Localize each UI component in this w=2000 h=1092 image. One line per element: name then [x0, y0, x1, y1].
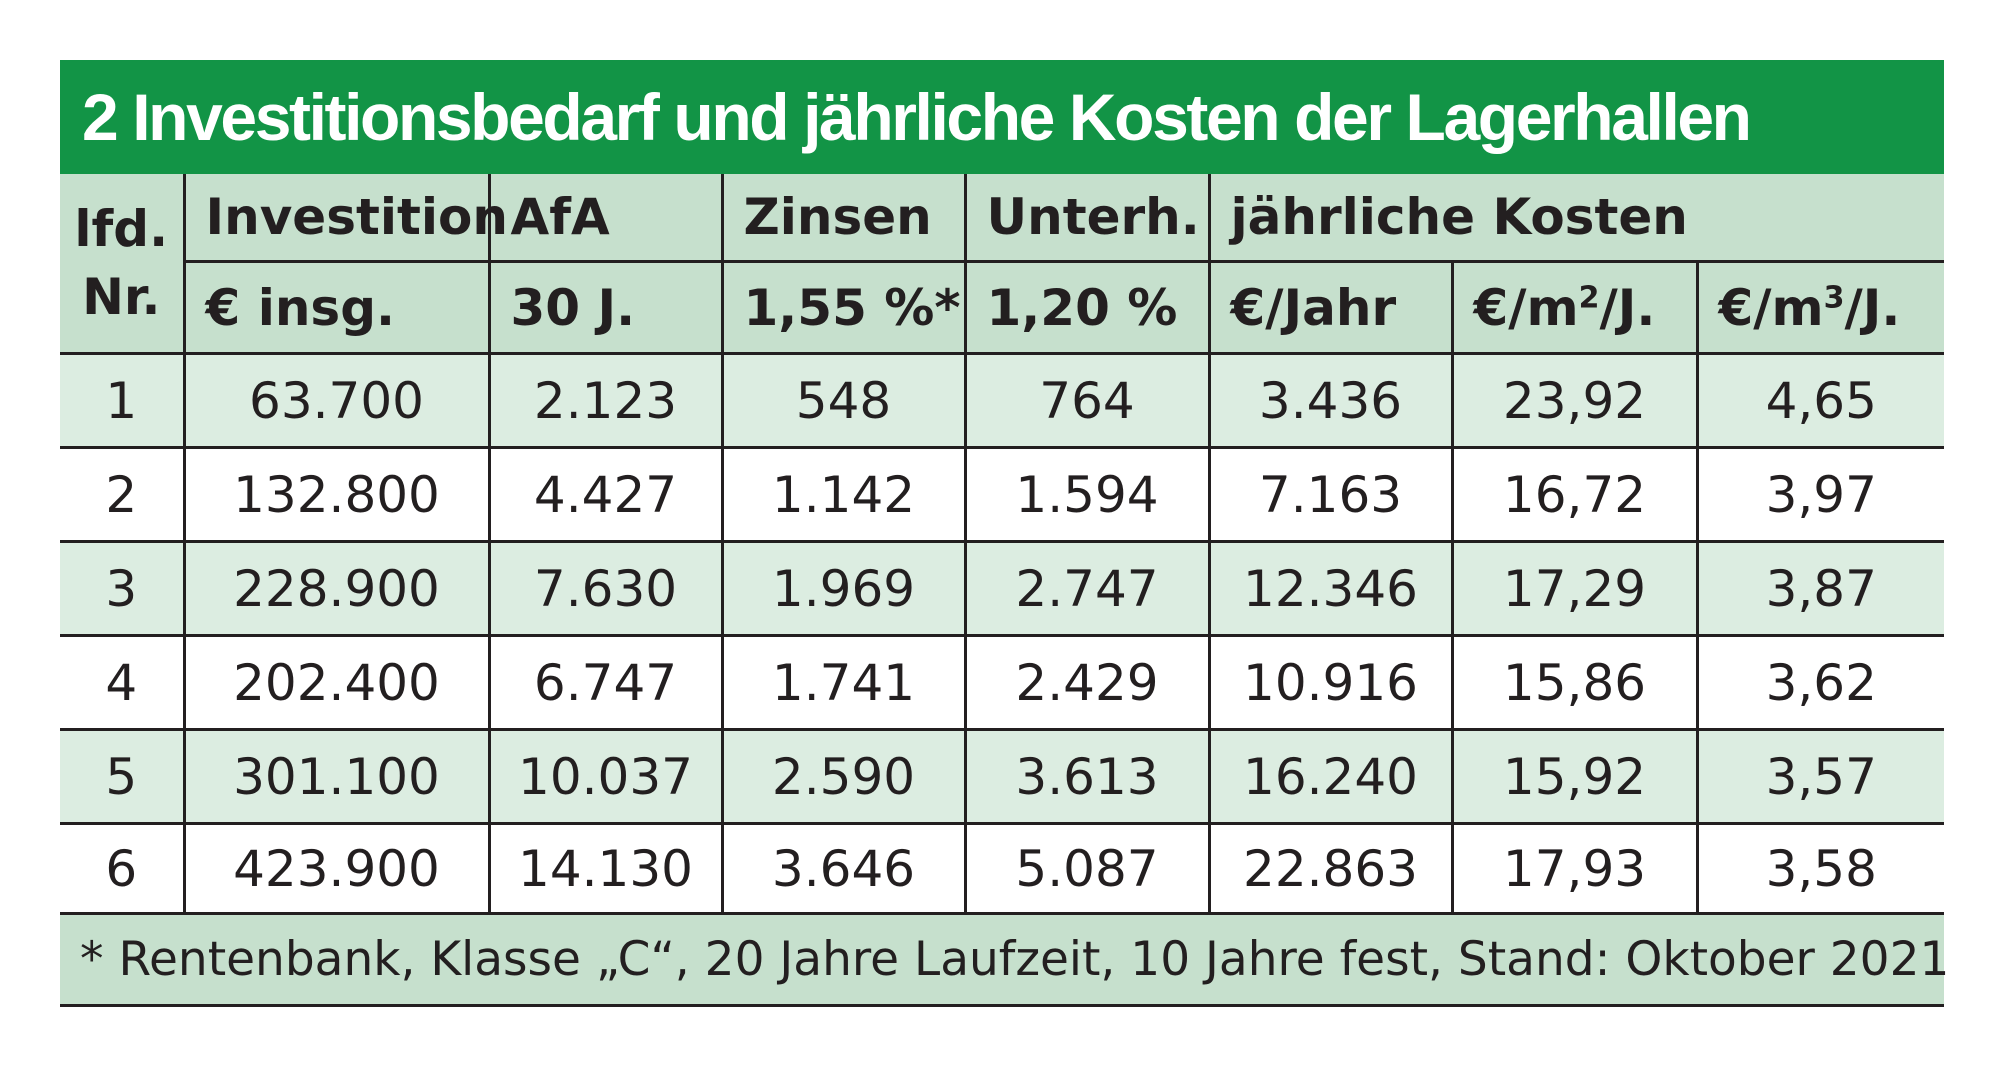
cell-kosten-m2: 15,92 — [1450, 728, 1699, 825]
cell-nr: 2 — [60, 446, 186, 543]
cell-kosten-jahr: 16.240 — [1207, 728, 1454, 825]
cell-nr: 6 — [60, 822, 186, 915]
header-kosten-m3: €/m3/J. — [1695, 260, 1945, 355]
header-kosten-m3-prefix: €/m — [1718, 278, 1824, 337]
table-row: 4 202.400 6.747 1.741 2.429 10.916 15,86… — [60, 634, 1945, 731]
cell-afa: 6.747 — [487, 634, 724, 731]
cell-unterh: 3.613 — [963, 728, 1211, 825]
cell-kosten-m3: 3,62 — [1695, 634, 1945, 731]
cell-kosten-m2: 23,92 — [1450, 352, 1699, 449]
footnote: * Rentenbank, Klasse „C“, 20 Jahre Laufz… — [60, 912, 1949, 1007]
cell-kosten-jahr: 7.163 — [1207, 446, 1454, 543]
header-kosten: jährliche Kosten — [1207, 174, 1945, 263]
cell-kosten-jahr: 10.916 — [1207, 634, 1454, 731]
cell-unterh: 2.429 — [963, 634, 1211, 731]
cell-investition: 301.100 — [182, 728, 491, 825]
cell-unterh: 2.747 — [963, 540, 1211, 637]
table-title-bar: 2 Investitionsbedarf und jährliche Koste… — [60, 60, 1944, 174]
table-row: 1 63.700 2.123 548 764 3.436 23,92 4,65 — [60, 352, 1945, 449]
cell-zinsen: 1.969 — [720, 540, 967, 637]
cell-investition: 63.700 — [182, 352, 491, 449]
cell-nr: 4 — [60, 634, 186, 731]
cell-kosten-m2: 17,29 — [1450, 540, 1699, 637]
header-nr: lfd. Nr. — [60, 174, 186, 355]
cell-unterh: 1.594 — [963, 446, 1211, 543]
cell-investition: 132.800 — [182, 446, 491, 543]
cell-kosten-m2: 15,86 — [1450, 634, 1699, 731]
header-unterh-unit: 1,20 % — [963, 260, 1211, 355]
cell-nr: 1 — [60, 352, 186, 449]
cell-investition: 423.900 — [182, 822, 491, 915]
header-kosten-m2-sup: 2 — [1578, 279, 1600, 315]
cell-afa: 14.130 — [487, 822, 724, 915]
cell-afa: 7.630 — [487, 540, 724, 637]
header-kosten-m2: €/m2/J. — [1450, 260, 1699, 355]
cost-table: lfd. Nr. Investition AfA Zinsen Unterh. … — [60, 174, 1949, 1007]
header-unterh: Unterh. — [963, 174, 1211, 263]
header-afa: AfA — [487, 174, 724, 263]
header-investition: Investition — [182, 174, 508, 263]
cell-zinsen: 1.142 — [720, 446, 967, 543]
cell-afa: 4.427 — [487, 446, 724, 543]
header-kosten-m3-suffix: /J. — [1844, 278, 1901, 337]
header-nr-line1: lfd. — [74, 200, 169, 258]
cell-zinsen: 1.741 — [720, 634, 967, 731]
header-kosten-m3-sup: 3 — [1823, 279, 1845, 315]
table-row: 2 132.800 4.427 1.142 1.594 7.163 16,72 … — [60, 446, 1945, 543]
cell-kosten-jahr: 12.346 — [1207, 540, 1454, 637]
header-kosten-jahr: €/Jahr — [1207, 260, 1454, 355]
table-row: 6 423.900 14.130 3.646 5.087 22.863 17,9… — [60, 822, 1945, 915]
table-row: 3 228.900 7.630 1.969 2.747 12.346 17,29… — [60, 540, 1945, 637]
table-row: 5 301.100 10.037 2.590 3.613 16.240 15,9… — [60, 728, 1945, 825]
header-zinsen-unit: 1,55 %* — [720, 260, 967, 355]
header-afa-unit: 30 J. — [487, 260, 724, 355]
cell-kosten-m3: 3,58 — [1695, 822, 1945, 915]
cell-kosten-m3: 3,87 — [1695, 540, 1945, 637]
cell-afa: 10.037 — [487, 728, 724, 825]
cell-investition: 228.900 — [182, 540, 491, 637]
cell-zinsen: 2.590 — [720, 728, 967, 825]
header-zinsen: Zinsen — [720, 174, 967, 263]
cell-unterh: 764 — [963, 352, 1211, 449]
header-row-2: € insg. 30 J. 1,55 %* 1,20 % €/Jahr €/m2… — [60, 260, 1945, 355]
header-row-1: lfd. Nr. Investition AfA Zinsen Unterh. … — [60, 174, 1945, 355]
header-kosten-m2-suffix: /J. — [1599, 278, 1656, 337]
cell-kosten-m3: 3,57 — [1695, 728, 1945, 825]
cell-kosten-m3: 3,97 — [1695, 446, 1945, 543]
header-investition-unit: € insg. — [184, 260, 491, 355]
cell-unterh: 5.087 — [963, 822, 1211, 915]
cost-table-figure: 2 Investitionsbedarf und jährliche Koste… — [60, 60, 1949, 1007]
cell-kosten-m2: 16,72 — [1450, 446, 1699, 543]
table-title: 2 Investitionsbedarf und jährliche Koste… — [82, 80, 1752, 154]
header-kosten-m2-prefix: €/m — [1473, 278, 1579, 337]
cell-kosten-m3: 4,65 — [1695, 352, 1945, 449]
cell-kosten-jahr: 3.436 — [1207, 352, 1454, 449]
cell-zinsen: 548 — [720, 352, 967, 449]
cell-investition: 202.400 — [182, 634, 491, 731]
cell-kosten-jahr: 22.863 — [1207, 822, 1454, 915]
cell-nr: 5 — [60, 728, 186, 825]
cell-nr: 3 — [60, 540, 186, 637]
cell-zinsen: 3.646 — [720, 822, 967, 915]
cell-kosten-m2: 17,93 — [1450, 822, 1699, 915]
cell-afa: 2.123 — [487, 352, 724, 449]
footnote-row: * Rentenbank, Klasse „C“, 20 Jahre Laufz… — [60, 912, 1949, 1007]
header-nr-line2: Nr. — [82, 268, 161, 326]
